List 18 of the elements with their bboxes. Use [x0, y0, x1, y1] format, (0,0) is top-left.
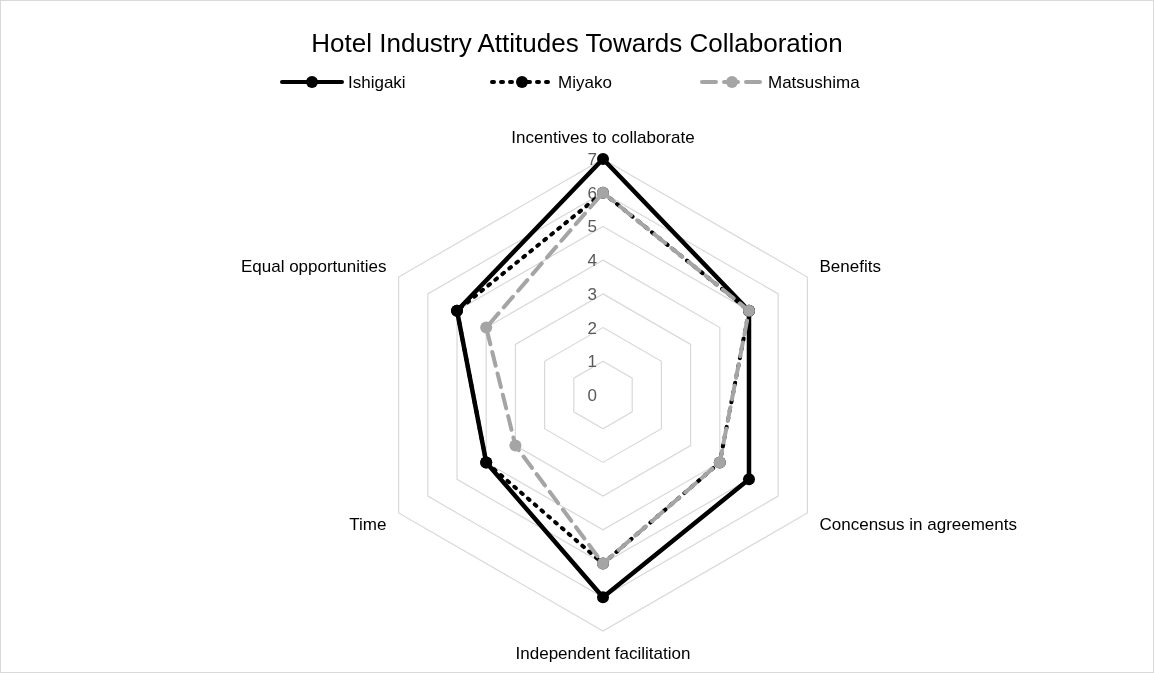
y-tick-label: 7 [587, 150, 597, 169]
legend-label: Ishigaki [348, 73, 406, 92]
y-tick-label: 0 [587, 386, 597, 405]
y-tick-label: 1 [587, 352, 597, 372]
spoke-label: Equal opportunities [240, 257, 387, 276]
y-tick-label: 6 [587, 183, 597, 203]
y-tick-label: 5 [587, 217, 597, 237]
spoke-label: Independent facilitation [515, 644, 691, 663]
y-tick-label: 2 [587, 318, 597, 338]
spoke-label: Time [349, 515, 387, 534]
y-tick-label: 4 [587, 251, 597, 271]
legend-label: Matsushima [768, 73, 861, 92]
spoke-label: Benefits [819, 257, 881, 276]
chart-title: Hotel Industry Attitudes Towards Collaboration [311, 28, 843, 58]
legend-label: Miyako [558, 73, 612, 92]
spoke-label: Incentives to collaborate [511, 128, 695, 147]
spoke-label: Concensus in agreements [819, 515, 1018, 534]
y-tick-label: 3 [587, 284, 597, 304]
